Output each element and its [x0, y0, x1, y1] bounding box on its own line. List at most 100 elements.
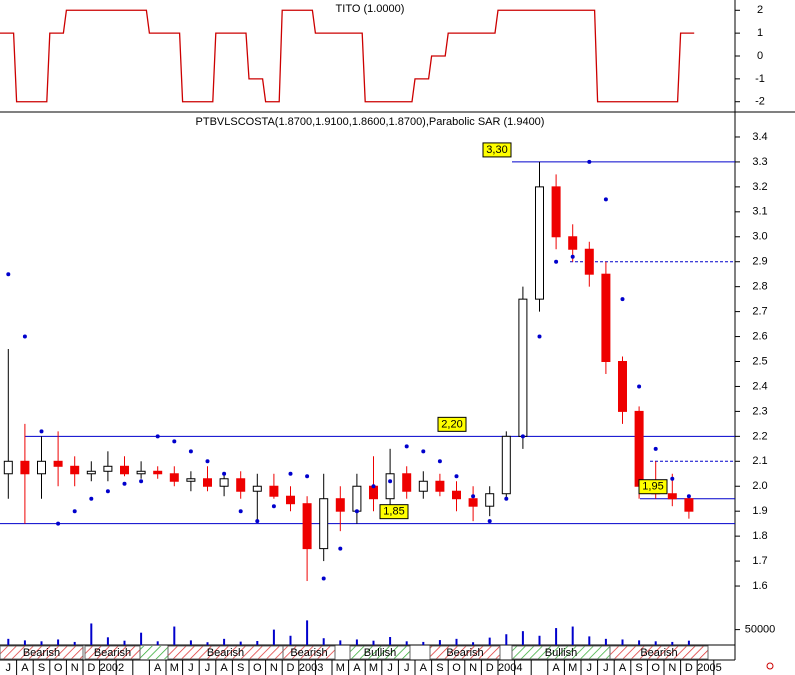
sar-dot: [388, 479, 393, 484]
candle-body: [136, 470, 146, 475]
candle-body: [286, 495, 295, 505]
sar-dot: [504, 496, 509, 501]
candle-body: [20, 460, 30, 475]
candle-body: [70, 465, 80, 475]
volume-bar: [289, 635, 292, 645]
candle-body: [518, 298, 528, 437]
x-tick-label: S: [436, 662, 443, 674]
volume-bar: [156, 641, 159, 645]
y-tick-label: -1: [755, 73, 765, 85]
candle-body: [634, 410, 644, 487]
volume-bar: [23, 640, 26, 645]
x-tick-label: J: [603, 662, 609, 674]
x-tick-label: N: [469, 662, 477, 674]
volume-bar: [7, 638, 10, 645]
candle-body: [584, 248, 594, 275]
sar-dot: [22, 334, 27, 339]
volume-bar: [638, 640, 641, 645]
candle-body: [53, 460, 63, 467]
x-tick-label: A: [353, 662, 361, 674]
sar-dot: [105, 489, 110, 494]
candle-body: [269, 485, 279, 497]
trend-label: Bearish: [290, 647, 327, 659]
sar-dot: [520, 434, 525, 439]
x-tick-label: N: [71, 662, 79, 674]
y-tick-label: 0: [757, 50, 763, 62]
x-tick-label: A: [220, 662, 228, 674]
sar-dot: [89, 496, 94, 501]
indicator-title: TITO (1.0000): [336, 3, 405, 15]
volume-bar: [90, 623, 93, 645]
x-tick-label: S: [635, 662, 642, 674]
trend-band: [349, 645, 411, 660]
trend-label: Bearish: [23, 647, 60, 659]
volume-bar: [140, 632, 143, 645]
candle-body: [203, 478, 212, 487]
volume-bar: [123, 640, 126, 645]
candle-body: [169, 473, 179, 482]
y-tick-label: 2.9: [752, 256, 767, 268]
sar-dot: [222, 471, 227, 476]
candle-body: [252, 485, 262, 492]
volume-bar: [40, 641, 43, 645]
x-tick-label: J: [404, 662, 410, 674]
volume-bar: [654, 641, 657, 645]
sar-dot: [421, 449, 426, 454]
candle-body: [601, 273, 611, 363]
trend-label: Bullish: [364, 647, 396, 659]
sar-dot: [371, 484, 376, 489]
x-tick-label: A: [21, 662, 29, 674]
sar-dot: [172, 439, 177, 444]
sar-dot: [437, 459, 442, 464]
x-tick-label: M: [369, 662, 378, 674]
level-label: 1,95: [642, 481, 663, 493]
sar-dot: [56, 521, 61, 526]
sar-dot: [271, 504, 276, 509]
candle-body: [568, 236, 578, 250]
x-tick-label: A: [552, 662, 560, 674]
sar-dot: [537, 334, 542, 339]
trend-band: [282, 645, 336, 660]
candle-body: [335, 498, 345, 512]
sar-dot: [487, 519, 492, 524]
candle-body: [501, 435, 511, 495]
trend-band: [0, 645, 84, 660]
volume-bar: [538, 635, 541, 645]
sar-dot: [122, 481, 127, 486]
x-tick-label: M: [336, 662, 345, 674]
y-tick-label: -2: [755, 96, 765, 108]
x-tick-label: D: [87, 662, 95, 674]
x-tick-label: D: [287, 662, 295, 674]
x-tick-label: 2002: [100, 662, 124, 674]
sar-dot: [620, 297, 625, 302]
candle-body: [3, 460, 13, 475]
sar-dot: [6, 272, 11, 277]
candle-body: [468, 498, 478, 507]
candle-body: [302, 503, 312, 550]
candle-body: [103, 465, 113, 472]
sar-dot: [188, 449, 193, 454]
sar-dot: [686, 494, 691, 499]
volume-bar: [339, 640, 342, 645]
y-tick-label: 3.4: [752, 131, 767, 143]
sar-dot: [670, 476, 675, 481]
candle-body: [618, 361, 627, 412]
candle-body: [186, 478, 196, 482]
candle-body: [236, 478, 246, 492]
sar-dot: [653, 446, 658, 451]
trend-gap: [140, 646, 168, 659]
x-tick-label: S: [38, 662, 45, 674]
y-tick-label: 2.6: [752, 330, 767, 342]
x-tick-label: O: [253, 662, 262, 674]
trend-band: [429, 645, 501, 660]
sar-dot: [255, 519, 260, 524]
x-tick-label: M: [568, 662, 577, 674]
x-tick-label: J: [387, 662, 393, 674]
candle-body: [120, 465, 129, 475]
y-tick-label: 1.8: [752, 530, 767, 542]
y-tick-label: 2.7: [752, 306, 767, 318]
volume-bar: [73, 641, 76, 645]
y-tick-label: 2.8: [752, 281, 767, 293]
x-tick-label: D: [486, 662, 494, 674]
